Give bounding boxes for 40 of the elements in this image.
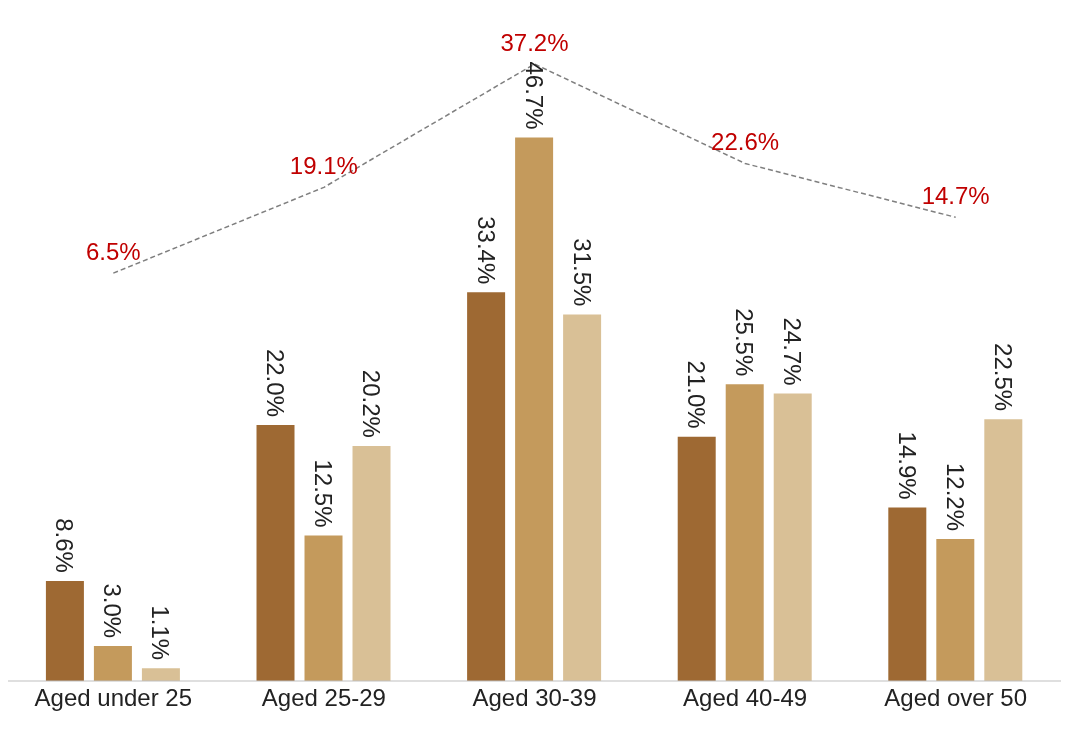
data-label: 8.6% <box>51 518 79 573</box>
bar <box>936 539 975 681</box>
bar <box>515 137 554 681</box>
data-label: 19.1% <box>289 151 358 179</box>
data-label: 24.7% <box>779 317 807 386</box>
bar <box>467 292 506 681</box>
data-label: 20.2% <box>358 369 386 438</box>
bar <box>304 535 343 681</box>
bar <box>888 507 927 681</box>
bar <box>352 445 391 681</box>
bar <box>141 668 180 681</box>
bar <box>677 436 716 681</box>
bar <box>725 384 764 681</box>
data-label: 6.5% <box>85 237 141 265</box>
data-label: 25.5% <box>731 308 759 377</box>
data-label: 12.2% <box>941 462 969 532</box>
bar <box>984 419 1023 681</box>
data-label: 22.5% <box>989 343 1017 412</box>
data-label: 31.5% <box>568 238 596 307</box>
data-label: 22.6% <box>711 127 780 155</box>
x-tick-label: Aged over 50 <box>884 684 1028 712</box>
bar <box>93 646 132 681</box>
bar <box>563 314 602 681</box>
data-label: 37.2% <box>500 28 569 56</box>
x-tick-label: Aged 25-29 <box>261 684 386 712</box>
data-label: 1.1% <box>147 605 175 661</box>
x-tick-label: Aged 30-39 <box>472 684 597 712</box>
data-label: 3.0% <box>99 583 127 639</box>
data-label: 21.0% <box>683 360 711 429</box>
x-tick-label: Aged under 25 <box>34 684 193 712</box>
data-label: 14.9% <box>893 431 921 500</box>
bar <box>773 393 812 681</box>
data-label: 12.5% <box>310 459 338 528</box>
bar <box>45 580 84 681</box>
bar <box>256 424 295 681</box>
data-label: 33.4% <box>472 216 500 285</box>
data-label: 46.7% <box>520 61 548 130</box>
data-label: 22.0% <box>262 348 290 417</box>
x-tick-label: Aged 40-49 <box>683 684 808 712</box>
data-label: 14.7% <box>921 181 990 209</box>
